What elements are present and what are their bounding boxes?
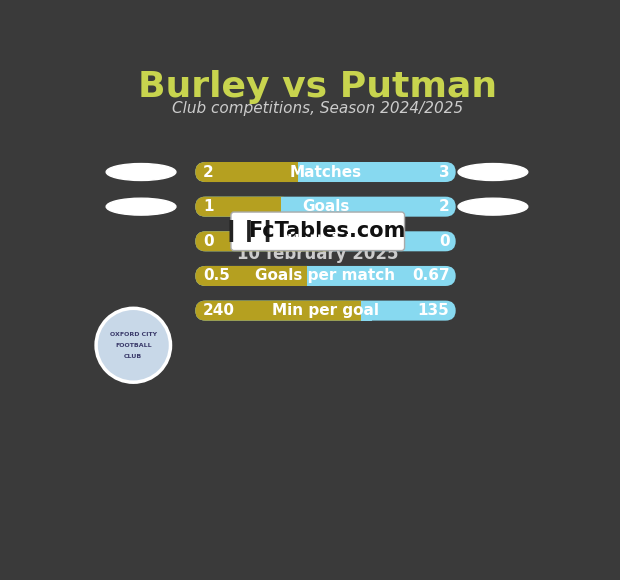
Text: ❙❙❙: ❙❙❙: [221, 220, 278, 242]
FancyBboxPatch shape: [195, 197, 291, 217]
Text: FcTables.com: FcTables.com: [249, 222, 405, 241]
FancyBboxPatch shape: [195, 300, 456, 321]
Text: 0: 0: [203, 234, 214, 249]
Text: Goals: Goals: [302, 199, 349, 214]
FancyBboxPatch shape: [195, 266, 456, 286]
Ellipse shape: [106, 164, 176, 180]
Text: 2: 2: [203, 165, 214, 180]
Text: 3: 3: [439, 165, 450, 180]
Bar: [361, 300, 372, 321]
Text: Burley vs Putman: Burley vs Putman: [138, 70, 497, 104]
FancyBboxPatch shape: [195, 231, 335, 251]
Text: Min per goal: Min per goal: [272, 303, 379, 318]
FancyBboxPatch shape: [195, 266, 317, 286]
FancyBboxPatch shape: [195, 162, 456, 182]
FancyBboxPatch shape: [231, 212, 404, 251]
FancyBboxPatch shape: [195, 162, 308, 182]
Bar: [281, 197, 293, 217]
Text: 0: 0: [439, 234, 450, 249]
Text: OXFORD CITY: OXFORD CITY: [110, 332, 157, 337]
Text: 0.5: 0.5: [203, 269, 230, 284]
Text: Matches: Matches: [290, 165, 361, 180]
Text: 0.67: 0.67: [412, 269, 450, 284]
Text: 1: 1: [203, 199, 213, 214]
FancyBboxPatch shape: [195, 300, 371, 321]
Bar: [326, 231, 337, 251]
Ellipse shape: [458, 164, 528, 180]
Text: 240: 240: [203, 303, 235, 318]
Bar: [298, 162, 310, 182]
FancyBboxPatch shape: [195, 197, 456, 217]
Ellipse shape: [106, 198, 176, 215]
Bar: [308, 266, 319, 286]
Ellipse shape: [458, 198, 528, 215]
Text: CLUB: CLUB: [124, 354, 143, 358]
FancyBboxPatch shape: [195, 231, 456, 251]
Text: 2: 2: [439, 199, 450, 214]
Circle shape: [96, 309, 170, 382]
Text: Club competitions, Season 2024/2025: Club competitions, Season 2024/2025: [172, 100, 463, 115]
Text: Goals per match: Goals per match: [255, 269, 396, 284]
Text: Hattricks: Hattricks: [286, 234, 365, 249]
Text: FOOTBALL: FOOTBALL: [115, 343, 152, 348]
Text: 10 february 2025: 10 february 2025: [237, 245, 399, 263]
Text: 135: 135: [418, 303, 450, 318]
